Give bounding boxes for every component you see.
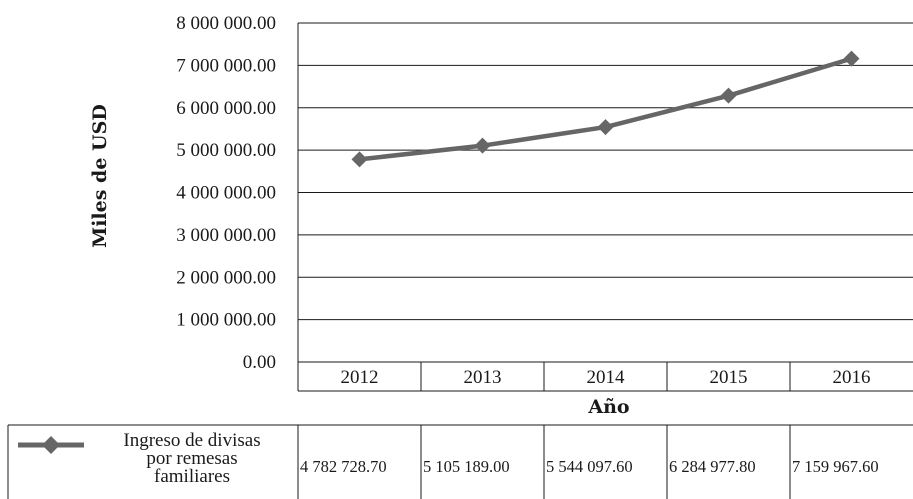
data-point-marker <box>474 137 491 154</box>
x-tick-label: 2012 <box>341 367 379 388</box>
data-point-marker <box>843 50 860 67</box>
data-value-label: 5 544 097.60 <box>546 457 633 476</box>
series-path <box>359 56 853 162</box>
gridlines <box>297 22 913 391</box>
y-axis-title: Miles de USD <box>89 104 111 248</box>
x-tick-label: 2014 <box>587 367 626 388</box>
y-tick-label: 3 000 000.00 <box>176 225 276 246</box>
y-tick-labels: 0.00 1 000 000.00 2 000 000.00 3 000 000.00… <box>176 13 276 373</box>
x-tick-label: 2016 <box>833 367 871 388</box>
data-point-marker <box>597 119 614 136</box>
data-value-label: 7 159 967.60 <box>792 457 879 476</box>
y-tick-label: 4 000 000.00 <box>176 183 276 204</box>
x-tick-label: 2015 <box>710 367 748 388</box>
legend: Ingreso de divisas por remesas familiares <box>18 430 261 487</box>
y-tick-label: 0.00 <box>243 352 276 373</box>
data-point-marker <box>351 151 368 168</box>
category-row: 2012 2013 2014 2015 2016 <box>298 362 913 392</box>
legend-label: Ingreso de divisas por remesas familiares <box>123 430 260 487</box>
data-point-marker <box>720 87 737 104</box>
data-value-label: 5 105 189.00 <box>423 457 510 476</box>
y-tick-label: 5 000 000.00 <box>176 140 276 161</box>
data-value-label: 6 284 977.80 <box>669 457 756 476</box>
y-tick-label: 1 000 000.00 <box>176 310 276 331</box>
data-table: 4 782 728.70 5 105 189.00 5 544 097.60 6 28… <box>7 424 913 499</box>
data-value-label: 4 782 728.70 <box>300 457 387 476</box>
series-line <box>351 50 860 168</box>
x-axis-title: Año <box>587 396 629 418</box>
y-tick-label: 8 000 000.00 <box>176 13 276 34</box>
y-tick-label: 7 000 000.00 <box>176 55 276 76</box>
y-tick-label: 6 000 000.00 <box>176 98 276 119</box>
x-tick-label: 2013 <box>464 367 502 388</box>
y-tick-label: 2 000 000.00 <box>176 267 276 288</box>
legend-diamond-icon <box>42 436 60 454</box>
